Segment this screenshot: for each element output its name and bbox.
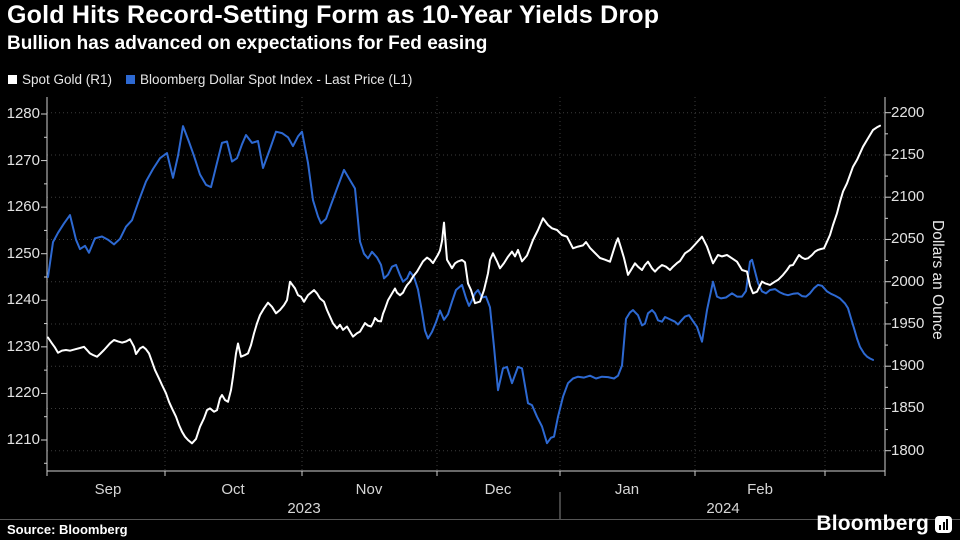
left-axis-tick-label: 1210: [6, 430, 40, 448]
month-label-feb: Feb: [747, 481, 773, 498]
bloomberg-wordmark: Bloomberg: [816, 512, 929, 535]
bloomberg-logo-icon: [935, 515, 952, 533]
month-label-dec: Dec: [484, 481, 512, 498]
left-axis-tick-label: 1260: [6, 198, 40, 216]
right-axis-tick-label: 1800: [891, 441, 925, 459]
left-axis-tick-label: 1220: [6, 384, 40, 402]
chart-legend: Spot Gold (R1) Bloomberg Dollar Spot Ind…: [8, 72, 412, 87]
left-axis-tick-label: 1280: [6, 105, 40, 122]
left-axis-tick-label: 1270: [6, 151, 40, 169]
spot-gold-swatch-icon: [8, 75, 17, 84]
right-axis-tick-label: 1850: [891, 399, 925, 417]
right-axis-tick-label: 2200: [891, 103, 925, 121]
series-spot-gold: [47, 124, 881, 445]
page-subtitle: Bullion has advanced on expectations for…: [7, 33, 488, 54]
legend-item-spot-gold: Spot Gold (R1): [8, 72, 112, 87]
month-label-oct: Oct: [221, 481, 245, 498]
month-label-nov: Nov: [355, 481, 383, 498]
left-axis-tick-label: 1240: [6, 291, 40, 309]
right-axis-tick-label: 2050: [891, 230, 925, 248]
right-axis-title: Dollars an Ounce: [929, 220, 946, 340]
left-axis-tick-label: 1230: [6, 337, 40, 355]
dollar-index-swatch-icon: [126, 75, 136, 84]
legend-label-spot-gold: Spot Gold (R1): [22, 72, 113, 87]
source-label: Source: Bloomberg: [7, 522, 128, 537]
month-label-jan: Jan: [614, 481, 640, 498]
right-axis-tick-label: 2150: [891, 145, 925, 163]
legend-label-dollar-index: Bloomberg Dollar Spot Index - Last Price…: [140, 72, 413, 87]
series-dollar-index: [47, 125, 874, 445]
bloomberg-brand: Bloomberg: [816, 512, 952, 536]
right-axis-tick-label: 1950: [891, 314, 925, 332]
left-axis-tick-label: 1250: [6, 244, 40, 262]
legend-item-dollar-index: Bloomberg Dollar Spot Index - Last Price…: [126, 72, 412, 87]
year-label-2023: 2023: [287, 500, 321, 517]
footer-divider: [0, 519, 960, 520]
month-label-sep: Sep: [94, 481, 122, 498]
year-label-2024: 2024: [706, 500, 740, 517]
right-axis-tick-label: 2100: [891, 188, 925, 206]
right-axis-tick-label: 2000: [891, 272, 925, 290]
right-axis-tick-label: 1900: [891, 357, 925, 375]
page-title: Gold Hits Record-Setting Form as 10-Year…: [7, 1, 660, 29]
